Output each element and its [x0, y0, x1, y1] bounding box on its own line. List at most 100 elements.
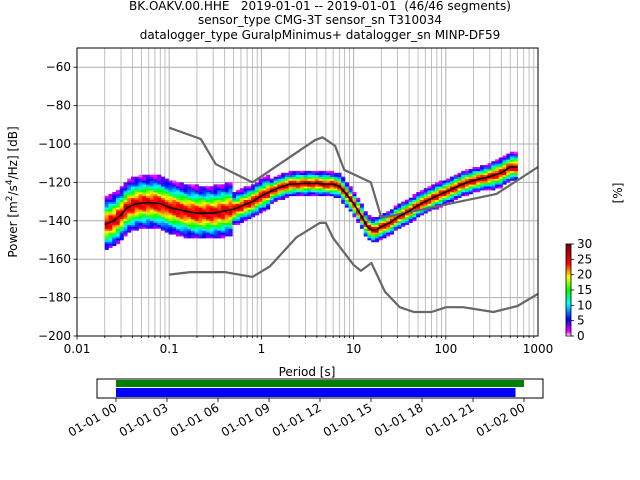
- psd-cell: [149, 186, 154, 189]
- psd-cell: [487, 165, 492, 168]
- psd-cell: [266, 174, 271, 177]
- psd-cell: [224, 220, 229, 224]
- psd-cell: [457, 182, 462, 185]
- psd-cell: [176, 224, 181, 227]
- psd-cell: [164, 201, 169, 204]
- psd-cell: [217, 213, 222, 216]
- psd-cell: [356, 220, 361, 224]
- psd-cell: [446, 184, 451, 187]
- psd-cell: [442, 180, 447, 183]
- psd-cell: [221, 186, 226, 189]
- psd-cell: [318, 178, 323, 181]
- psd-cell: [198, 226, 203, 229]
- psd-cell: [142, 180, 147, 183]
- psd-cell: [213, 195, 218, 199]
- psd-cell: [123, 186, 128, 189]
- psd-cell: [119, 211, 124, 214]
- psd-cell: [176, 205, 181, 208]
- psd-cell: [164, 228, 169, 231]
- psd-cell: [217, 226, 222, 229]
- psd-cell: [416, 199, 421, 202]
- psd-cell: [168, 188, 173, 191]
- psd-cell: [404, 199, 410, 202]
- psd-cell: [228, 215, 233, 218]
- psd-cell: [224, 205, 229, 208]
- psd-cell: [442, 184, 447, 187]
- psd-cell: [108, 201, 113, 204]
- psd-cell: [134, 213, 139, 216]
- psd-cell: [112, 207, 117, 210]
- psd-cell: [153, 226, 158, 229]
- psd-cell: [194, 220, 199, 224]
- psd-cell: [476, 188, 481, 191]
- psd-cell: [172, 226, 177, 229]
- psd-cell: [404, 207, 410, 210]
- psd-cell: [206, 220, 211, 224]
- psd-cell: [412, 205, 417, 208]
- psd-cell: [179, 218, 184, 222]
- psd-cell: [108, 193, 113, 197]
- psd-cell: [412, 197, 417, 200]
- psd-cell: [498, 168, 503, 172]
- psd-cell: [314, 174, 319, 177]
- psd-cell: [299, 176, 304, 179]
- psd-cell: [427, 203, 432, 206]
- psd-cell: [161, 211, 166, 214]
- psd-cell: [251, 207, 256, 210]
- psd-cell: [281, 184, 286, 187]
- psd-cell: [172, 197, 177, 200]
- psd-cell: [367, 228, 372, 231]
- psd-cell: [449, 180, 455, 183]
- psd-cell: [209, 234, 214, 237]
- psd-cell: [251, 209, 256, 212]
- psd-cell: [119, 232, 124, 235]
- psd-cell: [510, 159, 515, 162]
- psd-cell: [168, 186, 173, 189]
- psd-cell: [176, 203, 181, 206]
- psd-cell: [258, 178, 263, 181]
- psd-cell: [209, 218, 214, 222]
- psd-cell: [333, 193, 338, 197]
- psd-cell: [146, 220, 151, 224]
- psd-cell: [176, 215, 181, 218]
- psd-cell: [397, 207, 402, 210]
- psd-cell: [157, 180, 162, 183]
- psd-cell: [408, 215, 413, 218]
- psd-cell: [198, 209, 203, 212]
- colorbar-tick-label: 25: [577, 252, 592, 266]
- psd-cell: [378, 218, 383, 222]
- psd-cell: [344, 203, 349, 206]
- psd-cell: [307, 190, 312, 193]
- psd-cell: [146, 184, 151, 187]
- psd-cell: [419, 193, 425, 197]
- psd-cell: [127, 201, 132, 204]
- psd-cell: [168, 205, 173, 208]
- psd-cell: [187, 228, 192, 231]
- psd-cell: [157, 203, 162, 206]
- psd-cell: [134, 228, 139, 231]
- psd-cell: [487, 172, 492, 176]
- psd-cell: [292, 184, 297, 187]
- psd-cell: [404, 203, 410, 206]
- psd-cell: [277, 174, 282, 177]
- psd-cell: [284, 176, 289, 179]
- psd-cell: [367, 234, 372, 237]
- psd-cell: [239, 201, 244, 204]
- colorbar-segment: [566, 271, 571, 274]
- psd-cell: [408, 218, 413, 222]
- psd-cell: [423, 205, 428, 208]
- psd-cell: [378, 220, 383, 224]
- psd-cell: [404, 222, 410, 225]
- psd-cell: [326, 192, 331, 195]
- psd-cell: [303, 192, 308, 195]
- psd-cell: [251, 184, 256, 187]
- psd-cell: [502, 170, 507, 174]
- psd-cell: [131, 201, 136, 204]
- psd-cell: [224, 193, 229, 197]
- psd-cell: [472, 172, 477, 176]
- psd-cell: [236, 222, 241, 225]
- psd-cell: [123, 193, 128, 197]
- psd-cell: [371, 230, 376, 233]
- psd-cell: [266, 199, 271, 202]
- psd-cell: [307, 170, 312, 174]
